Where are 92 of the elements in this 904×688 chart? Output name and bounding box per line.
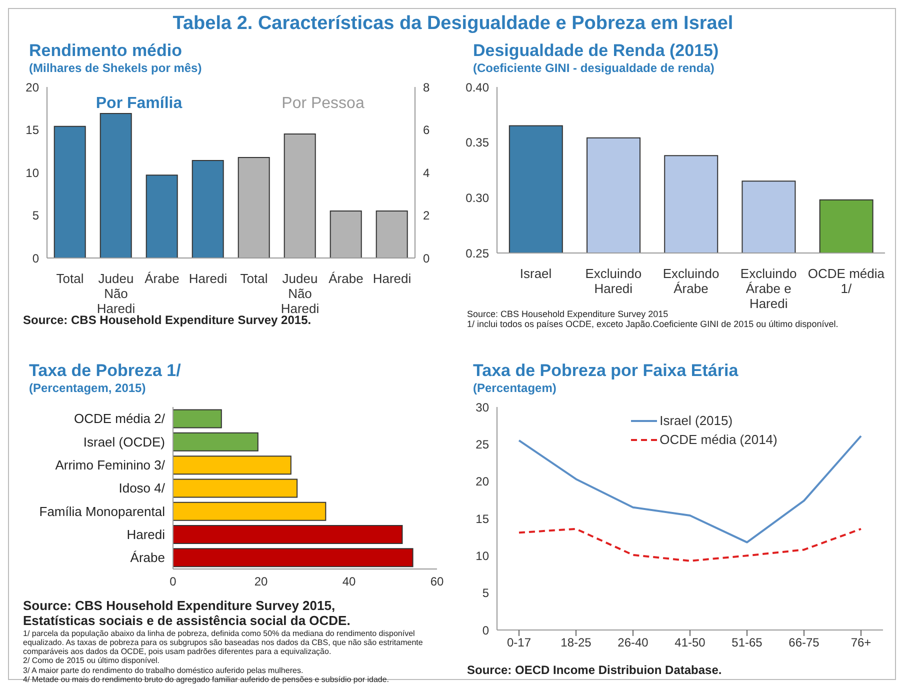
source-note: Source: CBS Household Expenditure Survey 2015.: [23, 313, 312, 328]
x-tick-label: Haredi: [188, 271, 228, 286]
y-tick-label: 0: [482, 623, 490, 638]
bar: [173, 432, 258, 452]
y-tick-label: 0: [32, 251, 40, 266]
bar: [173, 409, 222, 428]
y-tick-label: 20: [476, 474, 490, 489]
bar: [173, 548, 414, 568]
line-series: [518, 434, 862, 544]
text: 3/ A maior parte do rendimento do trabalho doméstico auferido pelas mulheres.: [23, 666, 304, 675]
bar: [238, 157, 270, 258]
y-tick-label: Família Monoparental: [39, 504, 166, 519]
y-tick-label: Idoso 4/: [118, 480, 166, 496]
x-tick-label: Total: [56, 271, 84, 286]
chart-subtitle: (Percentagem, 2015): [29, 381, 147, 395]
y-tick-label: 15: [476, 512, 490, 526]
y2-tick-label: 2: [423, 208, 430, 223]
x-tick-label: 60: [430, 574, 444, 589]
bar: [192, 160, 224, 258]
x-tick-label: Árabe: [144, 271, 180, 286]
y-tick-label: Arrimo Feminino 3/: [55, 457, 166, 472]
x-tick-label: Total: [240, 271, 268, 286]
y-tick-label: 0.40: [466, 80, 490, 94]
chart-title: Desigualdade de Renda (2015): [473, 41, 720, 61]
y2-tick-label: 6: [423, 123, 430, 138]
y2-tick-label: 4: [423, 166, 430, 180]
bar: [100, 113, 132, 258]
bar: [173, 502, 326, 521]
y-tick-label: Árabe: [130, 550, 165, 566]
bar: [54, 126, 86, 258]
chart-title: Taxa de Pobreza 1/: [29, 361, 182, 381]
bar: [146, 174, 178, 258]
series-label: Por Família: [94, 95, 184, 113]
text: 1/ inclui todos os países OCDE, exceto Japão.Coeficiente GINI de 2015 ou último disponível.: [467, 319, 840, 330]
bar: [376, 210, 408, 258]
text: 4/ Metade ou mais do rendimento bruto do agregado familiar auferido de pensões e subsídio por idade.: [23, 674, 390, 684]
chart-title: Rendimento médio: [29, 41, 184, 61]
chart-subtitle: (Milhares de Shekels por mês): [29, 61, 203, 75]
x-tick-label: 76+: [850, 636, 872, 650]
y-tick-label: 0.25: [466, 246, 490, 260]
y2-tick-label: 0: [423, 251, 430, 266]
legend-label: OCDE média (2014): [660, 432, 778, 447]
x-tick-label: Excluindo Árabe e Haredi: [740, 266, 797, 311]
x-tick-label: Árabe: [328, 271, 364, 286]
y-tick-label: Israel (OCDE): [83, 434, 165, 450]
x-tick-label: Excluindo Árabe: [662, 266, 720, 296]
y-tick-label: 0.30: [466, 190, 490, 205]
y-tick-label: 5: [32, 208, 40, 223]
chart-subtitle: (Percentagem): [473, 381, 558, 395]
x-tick-label: 51-65: [732, 636, 763, 650]
x-tick-label: 41-50: [674, 636, 706, 650]
bar: [284, 134, 316, 258]
line-series: [518, 528, 862, 562]
source-note: Source: OECD Income Distribuion Database.: [467, 663, 723, 678]
y-tick-label: 20: [26, 80, 40, 94]
bar: [173, 478, 298, 498]
y-tick-label: 5: [482, 586, 490, 600]
bar: [173, 524, 403, 544]
y-tick-label: 10: [476, 548, 490, 563]
x-tick-label: Judeu Não Haredi: [96, 271, 136, 316]
y-tick-label: OCDE média 2/: [74, 411, 166, 426]
x-tick-label: 0: [170, 574, 177, 589]
text: 1/ parcela da população abaixo da linha de pobreza, definida como 50% da mediana do rendimento disponível equalizado. As taxas de pobreza para os subgrupos são baseadas nos dados da CBS, que não são estritamente comparáveis aos dados da OCDE, pois usam padrões diferentes para a equivalização.: [23, 628, 424, 656]
bar: [173, 456, 292, 475]
y-tick-label: 25: [476, 437, 490, 452]
source-note: Source: CBS Household Expenditure Survey 2015,: [23, 598, 336, 614]
y-tick-label: 0.35: [466, 136, 490, 150]
chart-title: Taxa de Pobreza por Faixa Etária: [473, 361, 740, 381]
y-tick-label: 30: [476, 400, 490, 414]
x-tick-label: OCDE média 1/: [808, 266, 886, 296]
x-tick-label: 20: [254, 574, 268, 589]
y-tick-label: Haredi: [126, 526, 166, 542]
bar: [330, 210, 362, 258]
text: 2/ Como de 2015 ou último disponível.: [23, 656, 161, 666]
y-tick-label: 10: [26, 166, 40, 180]
x-tick-label: 66-75: [788, 636, 820, 650]
x-tick-label: 0-17: [506, 636, 532, 650]
y-tick-label: 15: [26, 123, 40, 138]
text: Tabela 2. Características da Desigualdade e Pobreza em Israel: [172, 13, 734, 35]
x-tick-label: Excluindo Haredi: [585, 266, 642, 296]
x-tick-label: Haredi: [372, 271, 412, 286]
chart-subtitle: (Coeficiente GINI - desigualdade de renda): [473, 61, 716, 75]
source-note: Source: CBS Household Expenditure Survey 2015: [467, 309, 668, 319]
x-tick-label: Israel: [520, 266, 552, 281]
series-label: Por Pessoa: [280, 95, 366, 113]
x-tick-label: 18-25: [560, 636, 592, 650]
x-tick-label: 26-40: [618, 636, 649, 650]
legend-label: Israel (2015): [660, 413, 733, 428]
text: Estatísticas sociais e de assistência social da OCDE.: [23, 612, 352, 629]
x-tick-label: 40: [342, 574, 356, 589]
x-tick-label: Judeu Não Haredi: [280, 271, 320, 316]
y2-tick-label: 8: [423, 80, 430, 94]
